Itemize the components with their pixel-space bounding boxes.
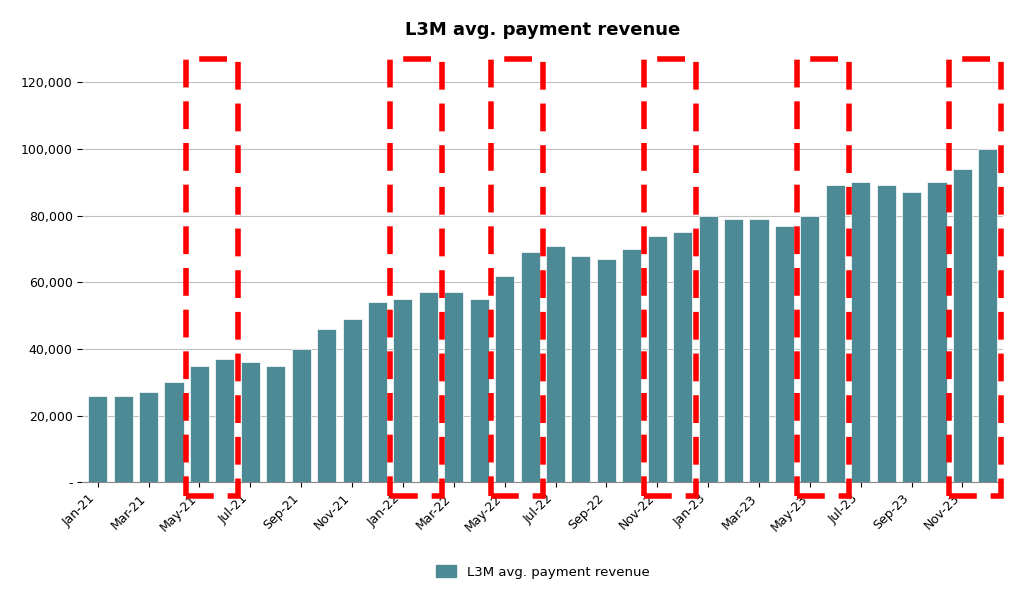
Bar (928, 182, 946, 482)
Bar (241, 362, 260, 482)
Bar (215, 359, 234, 482)
Bar (698, 215, 718, 482)
Bar (877, 186, 896, 482)
Bar (496, 276, 514, 482)
Bar (389, 58, 441, 496)
Title: L3M avg. payment revenue: L3M avg. payment revenue (406, 21, 680, 39)
Bar (88, 395, 108, 482)
Bar (165, 383, 183, 482)
Bar (724, 219, 743, 482)
Bar (597, 259, 615, 482)
Bar (825, 186, 845, 482)
Bar (801, 215, 819, 482)
Bar (189, 366, 209, 482)
Bar (797, 58, 849, 496)
Bar (775, 226, 794, 482)
Bar (978, 149, 997, 482)
Bar (368, 302, 387, 482)
Bar (949, 58, 1001, 496)
Bar (266, 366, 286, 482)
Bar (851, 182, 870, 482)
Bar (492, 58, 544, 496)
Bar (648, 236, 667, 482)
Bar (520, 252, 540, 482)
Bar (114, 395, 133, 482)
Bar (902, 192, 922, 482)
Bar (644, 58, 696, 496)
Bar (317, 329, 336, 482)
Legend: L3M avg. payment revenue: L3M avg. payment revenue (431, 560, 654, 584)
Bar (571, 256, 591, 482)
Bar (139, 392, 158, 482)
Bar (444, 292, 463, 482)
Bar (342, 319, 361, 482)
Bar (750, 219, 769, 482)
Bar (393, 299, 413, 482)
Bar (470, 299, 488, 482)
Bar (953, 169, 972, 482)
Bar (186, 58, 239, 496)
Bar (623, 249, 641, 482)
Bar (673, 232, 692, 482)
Bar (292, 349, 310, 482)
Bar (546, 245, 565, 482)
Bar (419, 292, 438, 482)
